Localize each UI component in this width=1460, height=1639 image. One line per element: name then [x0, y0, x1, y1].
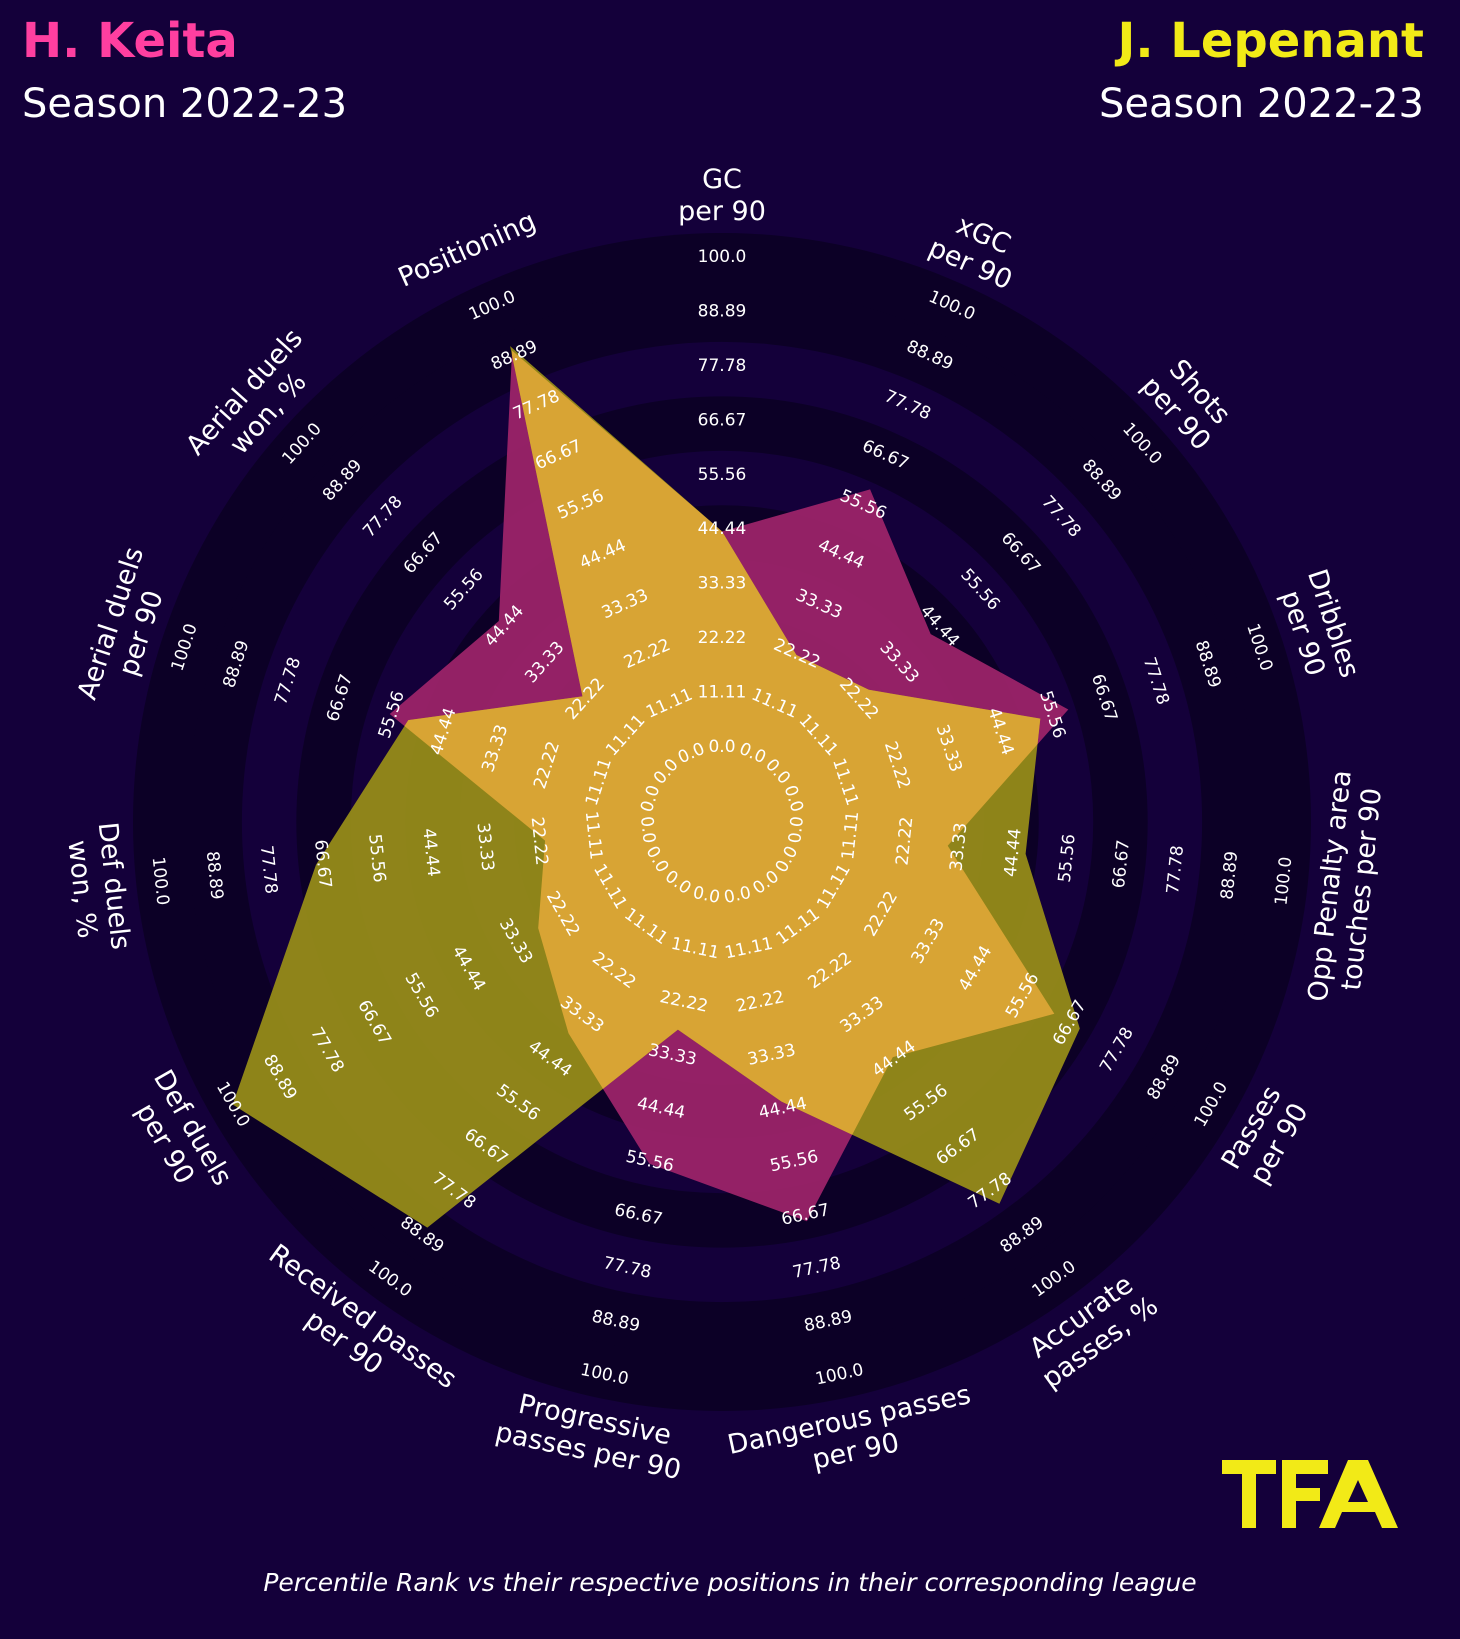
- radar-category-line: per 90: [678, 196, 766, 227]
- radar-tick-label: 88.89: [698, 301, 747, 321]
- radar-tick-label: 77.78: [698, 356, 747, 376]
- radar-tick-label: 33.33: [698, 574, 747, 594]
- player-right-header: J. Lepenant Season 2022-23: [1099, 14, 1424, 130]
- player-left-name: H. Keita: [22, 13, 238, 69]
- player-right-season: Season 2022-23: [1098, 81, 1424, 127]
- radar-category-label: GC per 90: [678, 164, 766, 227]
- radar-tick-label: 66.67: [698, 410, 747, 430]
- radar-tick-label: 11.11: [698, 683, 747, 703]
- player-left-header: H. Keita Season 2022-23: [22, 14, 347, 130]
- radar-category-label: Opp Penalty areatouches per 90: [1303, 769, 1390, 1007]
- radar-tick-label: 44.44: [698, 519, 747, 539]
- radar-tick-label: 0.0: [636, 815, 659, 844]
- radar-tick-label: 55.56: [698, 465, 747, 485]
- radar-tick-label: 0.0: [785, 815, 808, 844]
- footer-note: Percentile Rank vs their respective posi…: [263, 1568, 1197, 1597]
- tfa-logo: [1222, 1456, 1402, 1536]
- radar-category-line: GC: [702, 164, 742, 195]
- radar-tick-label: 22.22: [698, 628, 747, 648]
- player-right-name: J. Lepenant: [1117, 13, 1424, 69]
- radar-polygons: [232, 346, 1080, 1228]
- radar-tick-label: 100.0: [698, 247, 747, 267]
- radar-tick-label: 0.0: [708, 737, 735, 757]
- radar-category-label: Def duelswon, %: [60, 821, 136, 955]
- player-left-season: Season 2022-23: [22, 81, 348, 127]
